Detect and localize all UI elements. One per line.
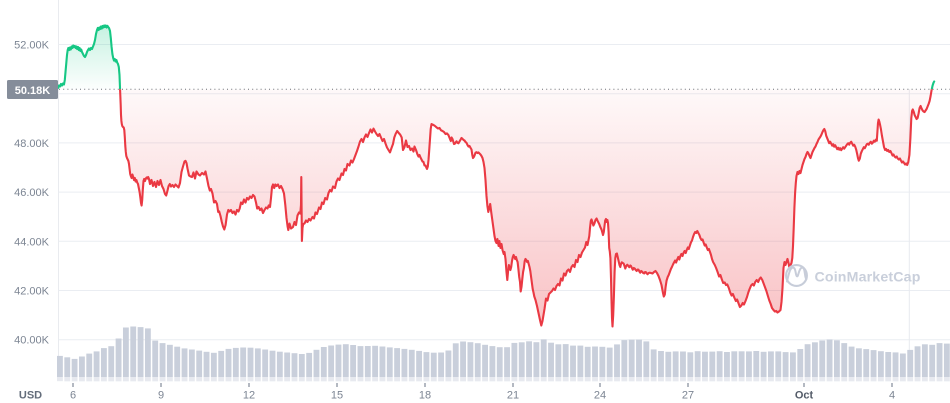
svg-text:21: 21 bbox=[507, 390, 519, 402]
svg-text:42.00K: 42.00K bbox=[14, 286, 50, 298]
svg-text:4: 4 bbox=[889, 390, 895, 402]
svg-text:50.18K: 50.18K bbox=[15, 85, 51, 97]
svg-text:52.00K: 52.00K bbox=[14, 40, 50, 52]
svg-text:24: 24 bbox=[594, 390, 606, 402]
svg-text:48.00K: 48.00K bbox=[14, 138, 50, 150]
svg-text:USD: USD bbox=[19, 390, 42, 402]
svg-text:44.00K: 44.00K bbox=[14, 236, 50, 248]
svg-text:40.00K: 40.00K bbox=[14, 335, 50, 347]
svg-text:6: 6 bbox=[70, 390, 76, 402]
svg-text:CoinMarketCap: CoinMarketCap bbox=[815, 270, 921, 286]
svg-text:12: 12 bbox=[243, 390, 255, 402]
svg-text:18: 18 bbox=[419, 390, 431, 402]
svg-text:15: 15 bbox=[331, 390, 343, 402]
svg-text:27: 27 bbox=[682, 390, 694, 402]
svg-text:46.00K: 46.00K bbox=[14, 187, 50, 199]
svg-text:Oct: Oct bbox=[795, 390, 814, 402]
svg-text:9: 9 bbox=[158, 390, 164, 402]
